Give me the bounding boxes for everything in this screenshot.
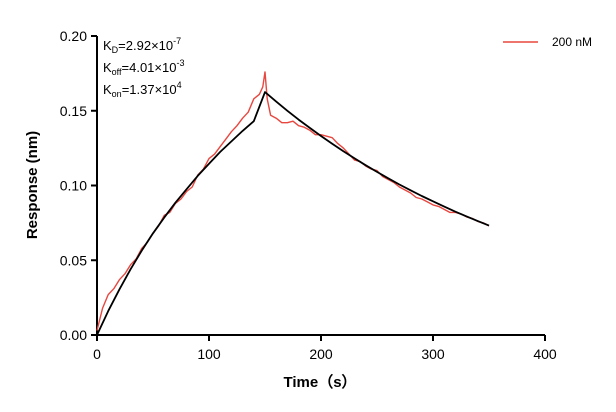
x-tick-label: 300 bbox=[421, 346, 445, 362]
y-tick-label: 0.20 bbox=[60, 28, 87, 44]
y-axis-title: Response (nm) bbox=[24, 131, 41, 239]
y-tick-label: 0.15 bbox=[60, 103, 87, 119]
x-axis-title: Time（s） bbox=[283, 373, 356, 391]
x-tick-label: 100 bbox=[197, 346, 221, 362]
axes bbox=[96, 36, 545, 336]
y-tick-label: 0.05 bbox=[60, 252, 87, 268]
y-tick-label: 0.00 bbox=[60, 327, 87, 343]
y-ticks: 0.00 0.05 0.10 0.15 0.20 bbox=[60, 28, 97, 343]
x-tick-label: 0 bbox=[93, 346, 101, 362]
annotation-d: KD=2.92×10-7 bbox=[103, 36, 181, 55]
kinetics-annotations: KD=2.92×10-7 Koff=4.01×10-3 Kon=1.37×104 bbox=[103, 36, 184, 99]
y-tick-label: 0.10 bbox=[60, 178, 87, 194]
x-ticks: 0 100 200 300 400 bbox=[93, 335, 557, 362]
series-layer bbox=[96, 71, 490, 336]
legend-label: 200 nM bbox=[552, 35, 592, 49]
legend: 200 nM bbox=[503, 35, 592, 49]
x-tick-label: 200 bbox=[309, 346, 333, 362]
annotation-off: Koff=4.01×10-3 bbox=[103, 58, 184, 77]
x-tick-label: 400 bbox=[533, 346, 557, 362]
fit-curve-line bbox=[96, 91, 490, 336]
annotation-on: Kon=1.37×104 bbox=[103, 80, 182, 99]
series-200nm-line bbox=[96, 71, 490, 331]
